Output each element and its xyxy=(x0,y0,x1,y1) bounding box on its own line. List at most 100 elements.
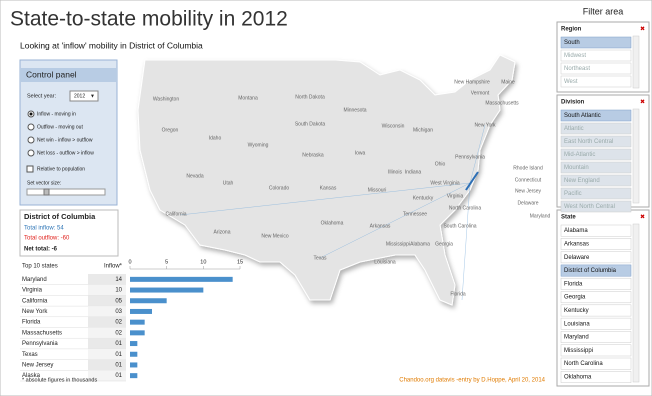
slicer-item-label: Northeast xyxy=(564,66,590,72)
slicer-item[interactable] xyxy=(560,148,632,161)
slicer-item-label: Oklahoma xyxy=(564,375,592,381)
year-value: 2012 xyxy=(74,93,85,99)
state-label: Texas xyxy=(313,255,327,261)
radio-label: Inflow - moving in xyxy=(37,111,76,117)
slicer-item-label: Midwest xyxy=(564,53,586,59)
x-tick-label: 15 xyxy=(237,259,243,265)
slicer-item[interactable] xyxy=(560,109,632,122)
state-label: Illinois xyxy=(388,169,402,175)
slicer-item[interactable] xyxy=(560,331,632,343)
state-label: Rhode Island xyxy=(513,165,543,171)
checkbox[interactable] xyxy=(26,165,34,173)
slicer-item[interactable] xyxy=(560,174,632,187)
value-label: 10 xyxy=(115,288,122,294)
slider-thumb[interactable] xyxy=(43,188,50,196)
slider[interactable] xyxy=(26,188,106,196)
state-label: Indiana xyxy=(405,169,422,175)
state-label: Nebraska xyxy=(302,152,324,158)
state-label: West Virginia xyxy=(430,180,459,186)
state-label: New Jersey xyxy=(515,188,542,194)
year-select[interactable] xyxy=(69,90,99,102)
value-label: 02 xyxy=(115,320,122,326)
slicer-item[interactable] xyxy=(560,317,632,330)
state-label: Maine xyxy=(501,79,515,85)
scrollbar[interactable] xyxy=(632,35,640,89)
state-label: New Hampshire xyxy=(454,79,490,85)
value-cell xyxy=(88,348,126,360)
slicer-item-label: South Atlantic xyxy=(564,113,601,119)
vector-label: Set vector size: xyxy=(27,180,61,186)
state-label: New York xyxy=(474,122,496,128)
value-header: Inflow* xyxy=(104,264,123,270)
value-cell xyxy=(88,274,126,285)
value-cell xyxy=(88,370,126,381)
slicer-item[interactable] xyxy=(560,357,632,370)
slicer-item[interactable] xyxy=(560,344,632,357)
slicer-item[interactable] xyxy=(560,75,632,88)
slicer-item[interactable] xyxy=(560,264,632,277)
state-label: Tennessee xyxy=(403,211,427,217)
slicer-item-label: West xyxy=(564,79,578,85)
x-tick-label: 0 xyxy=(128,259,131,265)
slicer-item-label: West North Central xyxy=(564,204,615,210)
radio-button[interactable] xyxy=(27,149,35,157)
year-label: Select year: xyxy=(27,93,57,99)
slicer-item[interactable] xyxy=(560,224,632,237)
summary-net: Net total: -6 xyxy=(24,247,58,253)
state-label: Oklahoma xyxy=(321,220,344,226)
slicer-item-label: Kentucky xyxy=(564,308,589,314)
state-label: Nevada xyxy=(186,173,203,179)
slicer-item-label: Georgia xyxy=(564,295,586,301)
bar xyxy=(130,319,145,325)
value-cell xyxy=(88,306,126,317)
slicer-item[interactable] xyxy=(560,161,632,174)
value-label: 01 xyxy=(115,373,122,379)
slicer-item-label: New England xyxy=(564,178,600,184)
radio-button[interactable] xyxy=(27,136,35,144)
slicer-item[interactable] xyxy=(560,187,632,200)
category-label: California xyxy=(22,298,48,304)
slicer-item[interactable] xyxy=(560,238,632,250)
control-panel xyxy=(19,59,118,206)
slicer-item[interactable] xyxy=(560,62,632,75)
category-label: Texas xyxy=(22,352,38,358)
slicer-item[interactable] xyxy=(560,304,632,317)
slicer-item-label: Mid-Atlantic xyxy=(564,152,595,158)
state-label: New Mexico xyxy=(261,233,288,239)
filter-title: Filter area xyxy=(583,6,624,16)
clear-filter-icon[interactable]: ✖ xyxy=(640,26,645,33)
dropdown-arrow: ▼ xyxy=(90,93,95,99)
radio-dot xyxy=(29,112,33,116)
value-label: 02 xyxy=(115,330,122,336)
slicer-item[interactable] xyxy=(560,122,632,135)
control-panel-header xyxy=(20,68,117,82)
x-tick-label: 10 xyxy=(200,259,206,265)
slicer-item[interactable] xyxy=(560,277,632,290)
scrollbar[interactable] xyxy=(632,108,640,204)
slicer-item-label: Florida xyxy=(564,281,583,287)
slicer-item[interactable] xyxy=(560,200,632,213)
clear-filter-icon[interactable]: ✖ xyxy=(640,214,645,221)
slicer-item[interactable] xyxy=(560,49,632,62)
slicer-item[interactable] xyxy=(560,371,632,383)
scrollbar[interactable] xyxy=(632,223,640,383)
category-label: Virginia xyxy=(22,288,43,294)
state-label: Massachusetts xyxy=(485,100,519,106)
state-label: Missouri xyxy=(368,187,387,193)
category-label: Pennsylvania xyxy=(22,341,58,347)
state-label: Iowa xyxy=(355,150,366,156)
panel-title: Control panel xyxy=(26,69,77,79)
slicer-item[interactable] xyxy=(560,291,632,304)
slicer-item[interactable] xyxy=(560,135,632,148)
slicer-item[interactable] xyxy=(560,36,632,49)
radio-button[interactable] xyxy=(27,123,35,131)
state-label: Wyoming xyxy=(248,142,269,148)
slicer-item[interactable] xyxy=(560,251,632,264)
state-label: Georgia xyxy=(435,241,453,247)
state-label: Arkansas xyxy=(370,223,391,229)
dc-arrow xyxy=(465,171,479,191)
state-label: Alabama xyxy=(410,241,430,247)
clear-filter-icon[interactable]: ✖ xyxy=(640,99,645,106)
slicer-item-label: Mississippi xyxy=(564,348,593,354)
bar xyxy=(130,276,233,282)
